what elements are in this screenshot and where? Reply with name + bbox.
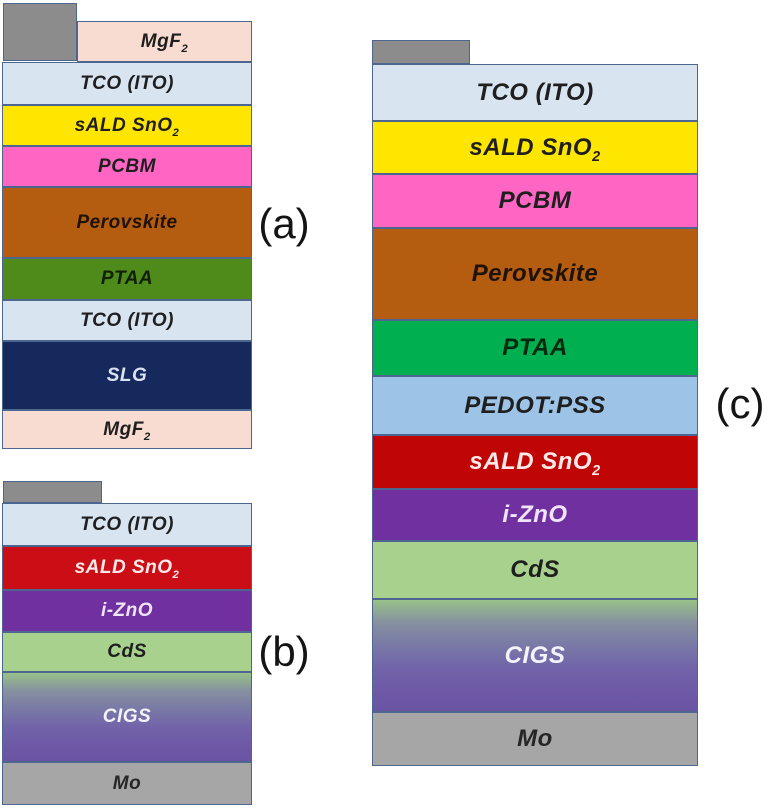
layer-mo: Mo [2, 762, 252, 805]
layer-cigs: CIGS [2, 672, 252, 762]
layer-label: PCBM [498, 187, 572, 214]
layer-perovskite: Perovskite [372, 228, 698, 320]
layer-sald-sno2-top: sALD SnO2 [372, 121, 698, 174]
layer-label: Perovskite [471, 260, 599, 287]
contact-tab [372, 40, 470, 64]
layer-pcbm: PCBM [2, 146, 252, 187]
layer-label: Perovskite [76, 211, 178, 233]
layer-label: PTAA [100, 268, 154, 289]
layer-tco-ito: TCO (ITO) [372, 64, 698, 121]
layer-label: SLG [106, 364, 148, 386]
layer-sald-sno2-bottom: sALD SnO2 [372, 435, 698, 489]
layer-cds: CdS [372, 541, 698, 599]
layer-label: PEDOT:PSS [464, 391, 606, 419]
layer-label: sALD SnO2 [469, 448, 601, 479]
contact-tab [3, 3, 77, 61]
layer-label: PTAA [502, 334, 568, 361]
layer-label: CdS [107, 641, 147, 662]
layer-label: sALD SnO2 [74, 557, 180, 581]
layer-i-zno: i-ZnO [372, 489, 698, 541]
layer-cigs: CIGS [372, 599, 698, 712]
layer-label: sALD SnO2 [469, 133, 601, 165]
layer-label: MgF2 [140, 30, 189, 55]
layer-tco-ito-top: TCO (ITO) [2, 62, 252, 105]
layer-label: CdS [510, 556, 560, 583]
layer-tco-ito: TCO (ITO) [2, 503, 252, 546]
layer-label: CIGS [102, 706, 152, 727]
layer-label: i-ZnO [100, 600, 154, 621]
layer-ptaa: PTAA [372, 320, 698, 376]
layer-sald-sno2: sALD SnO2 [2, 105, 252, 146]
panel-label-a: (a) [258, 200, 310, 247]
panel-label-b: (b) [258, 628, 310, 675]
layer-label: PCBM [98, 155, 156, 177]
layer-label: sALD SnO2 [74, 114, 180, 139]
layer-tco-ito-bottom: TCO (ITO) [2, 300, 252, 341]
layer-label: TCO (ITO) [80, 72, 174, 94]
layer-cds: CdS [2, 632, 252, 672]
layer-label: TCO (ITO) [80, 309, 174, 331]
layer-pedot-pss: PEDOT:PSS [372, 376, 698, 435]
layer-sald-sno2: sALD SnO2 [2, 546, 252, 590]
layer-i-zno: i-ZnO [2, 590, 252, 632]
layer-label: i-ZnO [502, 501, 568, 528]
layer-slg: SLG [2, 341, 252, 410]
layer-label: Mo [112, 772, 142, 794]
layer-mo: Mo [372, 712, 698, 766]
panel-label-c: (c) [715, 380, 765, 427]
layer-mgf2-top: MgF2 [77, 21, 252, 62]
layer-label: CIGS [504, 641, 566, 669]
layer-pcbm: PCBM [372, 174, 698, 228]
layer-label: TCO (ITO) [476, 78, 594, 106]
layer-mgf2-bottom: MgF2 [2, 410, 252, 449]
layer-label: MgF2 [103, 418, 151, 443]
layer-label: Mo [517, 725, 553, 752]
layer-label: TCO (ITO) [80, 513, 174, 535]
contact-tab [3, 481, 102, 503]
layer-perovskite: Perovskite [2, 187, 252, 258]
layer-ptaa: PTAA [2, 258, 252, 300]
